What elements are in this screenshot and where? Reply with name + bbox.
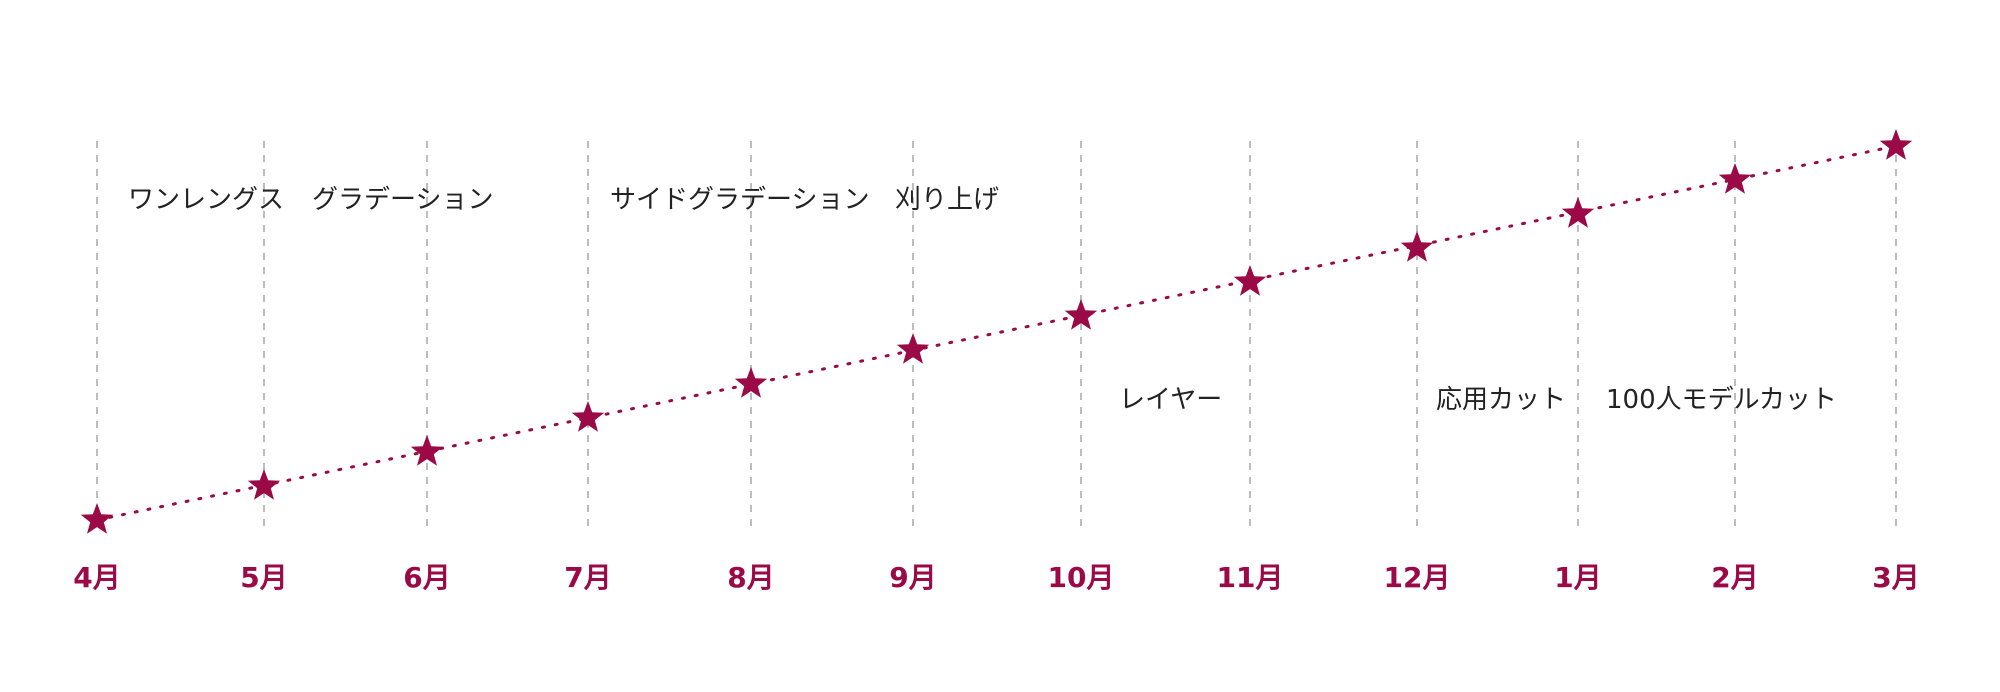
star-marker <box>571 401 605 432</box>
star-marker <box>1561 197 1595 228</box>
month-label: 2月 <box>1711 561 1758 594</box>
star-marker <box>896 333 930 364</box>
topic-label: サイドグラデーション <box>610 185 869 215</box>
star-marker <box>247 469 281 500</box>
month-label: 12月 <box>1384 561 1451 594</box>
topic-label: レイヤー <box>1119 385 1222 415</box>
star-marker <box>1233 265 1267 296</box>
star-marker <box>1879 129 1913 160</box>
month-label: 11月 <box>1217 561 1284 594</box>
month-label: 3月 <box>1872 561 1919 594</box>
star-marker <box>1400 231 1434 262</box>
star-marker <box>734 367 768 398</box>
month-label: 6月 <box>403 561 450 594</box>
month-label: 9月 <box>889 561 936 594</box>
month-label: 10月 <box>1048 561 1115 594</box>
month-label: 7月 <box>564 561 611 594</box>
topic-label: 100人モデルカット <box>1606 385 1837 415</box>
star-marker <box>1064 299 1098 330</box>
month-label: 4月 <box>73 561 120 594</box>
topic-label: ワンレングス <box>128 185 284 215</box>
month-label: 5月 <box>240 561 287 594</box>
topic-label: グラデーション <box>312 185 493 215</box>
topic-label: 刈り上げ <box>895 185 999 215</box>
star-marker <box>410 435 444 466</box>
month-label: 1月 <box>1554 561 1601 594</box>
month-label: 8月 <box>727 561 774 594</box>
topic-label: 応用カット <box>1436 385 1566 415</box>
star-marker <box>80 503 114 534</box>
star-marker <box>1718 163 1752 194</box>
